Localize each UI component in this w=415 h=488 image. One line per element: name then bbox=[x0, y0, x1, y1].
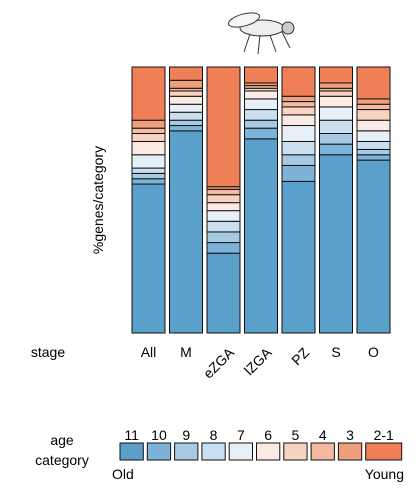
bar-segment bbox=[169, 111, 203, 121]
legend-swatch bbox=[337, 442, 363, 461]
bar-segment bbox=[169, 130, 203, 334]
bar-segment bbox=[206, 188, 241, 196]
bar-segment bbox=[131, 172, 166, 180]
bar-segment bbox=[169, 119, 203, 127]
x-axis-label: stage bbox=[31, 344, 65, 360]
bar-segment bbox=[244, 98, 278, 111]
bar-segment bbox=[356, 148, 391, 156]
bar-segment bbox=[281, 95, 316, 103]
bar-segment bbox=[169, 90, 203, 97]
bar-segment bbox=[281, 180, 316, 334]
bar-segment bbox=[206, 202, 241, 212]
bar-segment bbox=[169, 103, 203, 113]
bar-segment bbox=[281, 106, 316, 116]
bar-segment bbox=[281, 164, 316, 182]
x-tick-label: eZGA bbox=[200, 344, 238, 382]
legend-label: 6 bbox=[264, 427, 272, 443]
legend-low-label: Old bbox=[112, 466, 134, 482]
legend-swatch bbox=[365, 442, 403, 461]
legend-label: 3 bbox=[346, 427, 354, 443]
legend-label: 11 bbox=[124, 427, 139, 443]
legend-label: 9 bbox=[182, 427, 190, 443]
bar-segment bbox=[356, 109, 391, 121]
bar-segment bbox=[131, 154, 166, 169]
bar-segment bbox=[281, 140, 316, 156]
bar-segment bbox=[244, 90, 278, 100]
bar-segment bbox=[319, 90, 353, 97]
bar-segment bbox=[356, 98, 391, 105]
legend-label: 4 bbox=[319, 427, 327, 443]
legend-swatch bbox=[228, 442, 253, 461]
bar-segment bbox=[244, 66, 278, 84]
legend-swatch bbox=[174, 442, 199, 461]
bar-segment bbox=[131, 178, 166, 185]
bar-segment bbox=[319, 133, 353, 145]
legend-label: 2-1 bbox=[374, 427, 394, 443]
legend-swatch bbox=[283, 442, 308, 461]
bar-segment bbox=[131, 140, 166, 156]
bar-segment bbox=[319, 82, 353, 89]
bar-segment bbox=[356, 119, 391, 132]
legend-swatch bbox=[146, 442, 172, 461]
bar-segment bbox=[319, 106, 353, 121]
legend-label: 5 bbox=[292, 427, 300, 443]
y-axis-label: %genes/category bbox=[90, 146, 106, 254]
x-tick-label: All bbox=[141, 344, 157, 360]
bar-segment bbox=[281, 154, 316, 166]
x-tick-label: M bbox=[180, 344, 192, 360]
bar-segment bbox=[356, 130, 391, 142]
bar-segment bbox=[281, 114, 316, 127]
bar-segment bbox=[356, 154, 391, 161]
x-tick-label: PZ bbox=[288, 344, 312, 368]
bar-segment bbox=[206, 231, 241, 244]
legend-swatch bbox=[256, 442, 281, 461]
bar-segment bbox=[206, 220, 241, 233]
bar-segment bbox=[356, 66, 391, 100]
bar-segment bbox=[319, 95, 353, 108]
legend-swatch bbox=[119, 442, 144, 461]
bar-segment bbox=[244, 109, 278, 121]
bar-segment bbox=[244, 127, 278, 140]
bar-segment bbox=[356, 140, 391, 150]
bar-segment bbox=[281, 101, 316, 108]
fly-icon bbox=[227, 12, 295, 55]
bar-segment bbox=[206, 210, 241, 222]
legend-label: 10 bbox=[151, 427, 167, 443]
bar-segment bbox=[206, 194, 241, 204]
bar-segment bbox=[131, 119, 166, 129]
bar-segment bbox=[244, 138, 278, 334]
bar-segment bbox=[131, 183, 166, 334]
bar-segment bbox=[206, 242, 241, 254]
bar-segment bbox=[169, 95, 203, 105]
bar-segment bbox=[131, 66, 166, 121]
x-tick-label: lZGA bbox=[241, 344, 275, 378]
x-tick-label: S bbox=[331, 344, 340, 360]
bar-segment bbox=[206, 252, 241, 334]
bar-segment bbox=[206, 66, 241, 188]
bar-segment bbox=[319, 154, 353, 334]
bar-segment bbox=[131, 167, 166, 174]
bar-segment bbox=[131, 133, 166, 142]
bar-segment bbox=[319, 119, 353, 134]
bar-segment bbox=[319, 143, 353, 156]
bar-segment bbox=[281, 125, 316, 142]
bar-segment bbox=[244, 119, 278, 129]
x-tick-label: O bbox=[368, 344, 379, 360]
bar-segment bbox=[356, 159, 391, 334]
legend-label: 7 bbox=[237, 427, 245, 443]
bar-segment bbox=[356, 103, 391, 111]
bar-segment bbox=[131, 127, 166, 134]
bar-segment bbox=[169, 66, 203, 81]
bar-segment bbox=[169, 79, 203, 89]
legend-high-label: Young bbox=[365, 466, 404, 482]
legend-label: 8 bbox=[210, 427, 218, 443]
legend-swatch bbox=[310, 442, 335, 461]
legend-title: age category bbox=[35, 432, 89, 468]
bar-segment bbox=[319, 66, 353, 84]
bar-segment bbox=[281, 66, 316, 97]
bar-segment bbox=[169, 125, 203, 132]
legend-swatch bbox=[201, 442, 226, 461]
